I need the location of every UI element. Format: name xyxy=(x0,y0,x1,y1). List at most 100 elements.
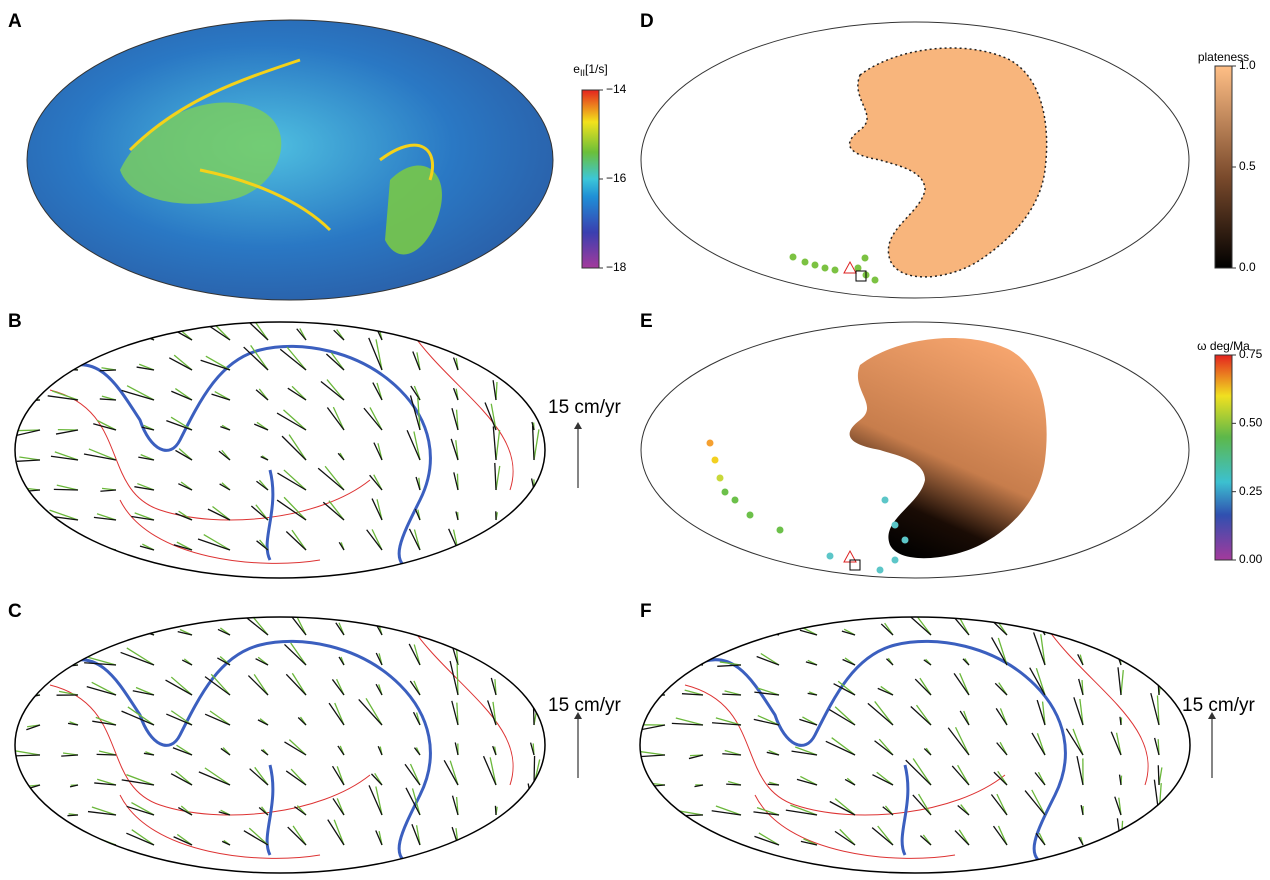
velocity-arrow xyxy=(630,785,665,788)
maps xyxy=(5,20,1216,873)
colorbar-unit: [1/s] xyxy=(585,62,608,76)
velocity-arrow xyxy=(54,489,78,490)
velocity-arrow xyxy=(868,703,893,725)
velocity-arrow xyxy=(292,530,306,550)
velocity-arrow xyxy=(952,766,969,785)
map-outline xyxy=(15,322,545,578)
velocity-arrow xyxy=(56,430,78,434)
velocity-arrow xyxy=(692,632,703,635)
velocity-arrow xyxy=(1114,644,1121,665)
velocity-arrow xyxy=(534,830,538,845)
velocity-arrow xyxy=(912,610,931,635)
velocity-arrow xyxy=(13,662,40,665)
velocity-arrow xyxy=(370,407,382,430)
pole-point xyxy=(777,527,784,534)
plate-boundary xyxy=(685,625,1148,858)
velocity-arrow xyxy=(283,410,306,430)
velocity-arrow xyxy=(878,826,893,845)
velocity-arrow xyxy=(92,625,116,635)
velocity-arrow xyxy=(496,430,500,460)
velocity-arrow xyxy=(994,772,1007,785)
colorbar xyxy=(582,90,599,268)
velocity-arrow xyxy=(835,707,855,725)
velocity-arrow xyxy=(492,356,496,370)
velocity-arrow xyxy=(533,390,534,400)
velocity-arrow xyxy=(8,340,40,352)
velocity-arrow xyxy=(321,382,344,400)
velocity-arrow xyxy=(52,665,78,668)
velocity-arrow xyxy=(754,719,779,725)
velocity-arrow xyxy=(277,500,306,520)
velocity-arrow xyxy=(636,665,665,668)
pole-point xyxy=(707,440,714,447)
velocity-arrow xyxy=(875,741,893,755)
pole-point xyxy=(722,489,729,496)
colorbar-tick-label: 0.00 xyxy=(1239,552,1263,566)
velocity-arrow xyxy=(530,602,534,635)
velocity-arrow xyxy=(84,454,116,460)
velocity-arrow xyxy=(531,359,534,370)
velocity-arrow xyxy=(786,810,817,815)
velocity-arrow xyxy=(277,413,306,430)
colorbar-tick-label: −14 xyxy=(606,82,627,96)
velocity-arrow xyxy=(284,742,306,755)
velocity-arrow xyxy=(61,755,78,756)
pole-point xyxy=(717,475,724,482)
velocity-arrow xyxy=(484,756,496,785)
velocity-arrow xyxy=(677,663,703,665)
velocity-arrow xyxy=(44,845,78,850)
pole-point xyxy=(882,497,889,504)
velocity-arrow xyxy=(376,339,382,370)
velocity-arrow xyxy=(13,550,40,556)
velocity-arrow xyxy=(634,781,665,785)
velocity-arrow xyxy=(1120,614,1121,635)
velocity-arrow xyxy=(1159,824,1160,845)
velocity-arrow xyxy=(672,815,703,816)
velocity-arrow xyxy=(533,359,534,370)
pole-point xyxy=(712,457,719,464)
pole-point xyxy=(732,497,739,504)
velocity-arrow xyxy=(67,815,78,816)
velocity-arrow xyxy=(913,759,931,785)
velocity-arrow xyxy=(364,408,382,430)
velocity-arrow xyxy=(244,831,268,845)
velocity-arrow xyxy=(318,468,344,490)
velocity-arrow xyxy=(251,316,268,340)
velocity-arrow xyxy=(875,701,893,725)
velocity-arrow xyxy=(1077,756,1083,785)
figure: A B C D E F 15 cm/yr 15 cm/yr 15 cm/yr e… xyxy=(0,0,1270,875)
velocity-arrow xyxy=(956,727,969,755)
velocity-arrow xyxy=(250,769,268,785)
velocity-arrow xyxy=(1120,775,1121,785)
scale-arrowhead xyxy=(574,422,582,429)
velocity-map xyxy=(5,602,540,865)
velocity-arrow xyxy=(174,355,192,370)
velocity-arrow xyxy=(829,710,855,725)
velocity-arrow xyxy=(1158,623,1159,635)
velocity-arrow xyxy=(375,312,382,340)
marker-triangle xyxy=(844,262,856,273)
pole-point xyxy=(892,522,899,529)
panel-label: E xyxy=(640,311,653,332)
velocity-arrow xyxy=(649,635,665,638)
velocity-arrow xyxy=(760,626,779,635)
velocity-arrow xyxy=(722,694,741,695)
pole-point xyxy=(892,557,899,564)
panel-label: F xyxy=(640,601,652,622)
velocity-arrow xyxy=(9,750,40,755)
colorbar-tick-label: −16 xyxy=(606,171,627,185)
velocity-arrow xyxy=(251,506,268,520)
map-outline xyxy=(640,617,1190,873)
velocity-arrow xyxy=(368,311,382,340)
velocity-arrow xyxy=(453,617,458,635)
pole-point xyxy=(790,254,797,261)
velocity-arrow xyxy=(286,531,306,550)
colorbar-tick-label: 0.50 xyxy=(1239,416,1263,430)
velocity-arrow xyxy=(376,787,382,815)
velocity-arrow xyxy=(10,665,40,668)
velocity-arrow xyxy=(359,699,382,725)
velocity-arrow xyxy=(369,338,382,370)
velocity-arrow xyxy=(534,429,539,460)
plate-boundary xyxy=(50,625,513,858)
velocity-arrow xyxy=(289,435,306,460)
